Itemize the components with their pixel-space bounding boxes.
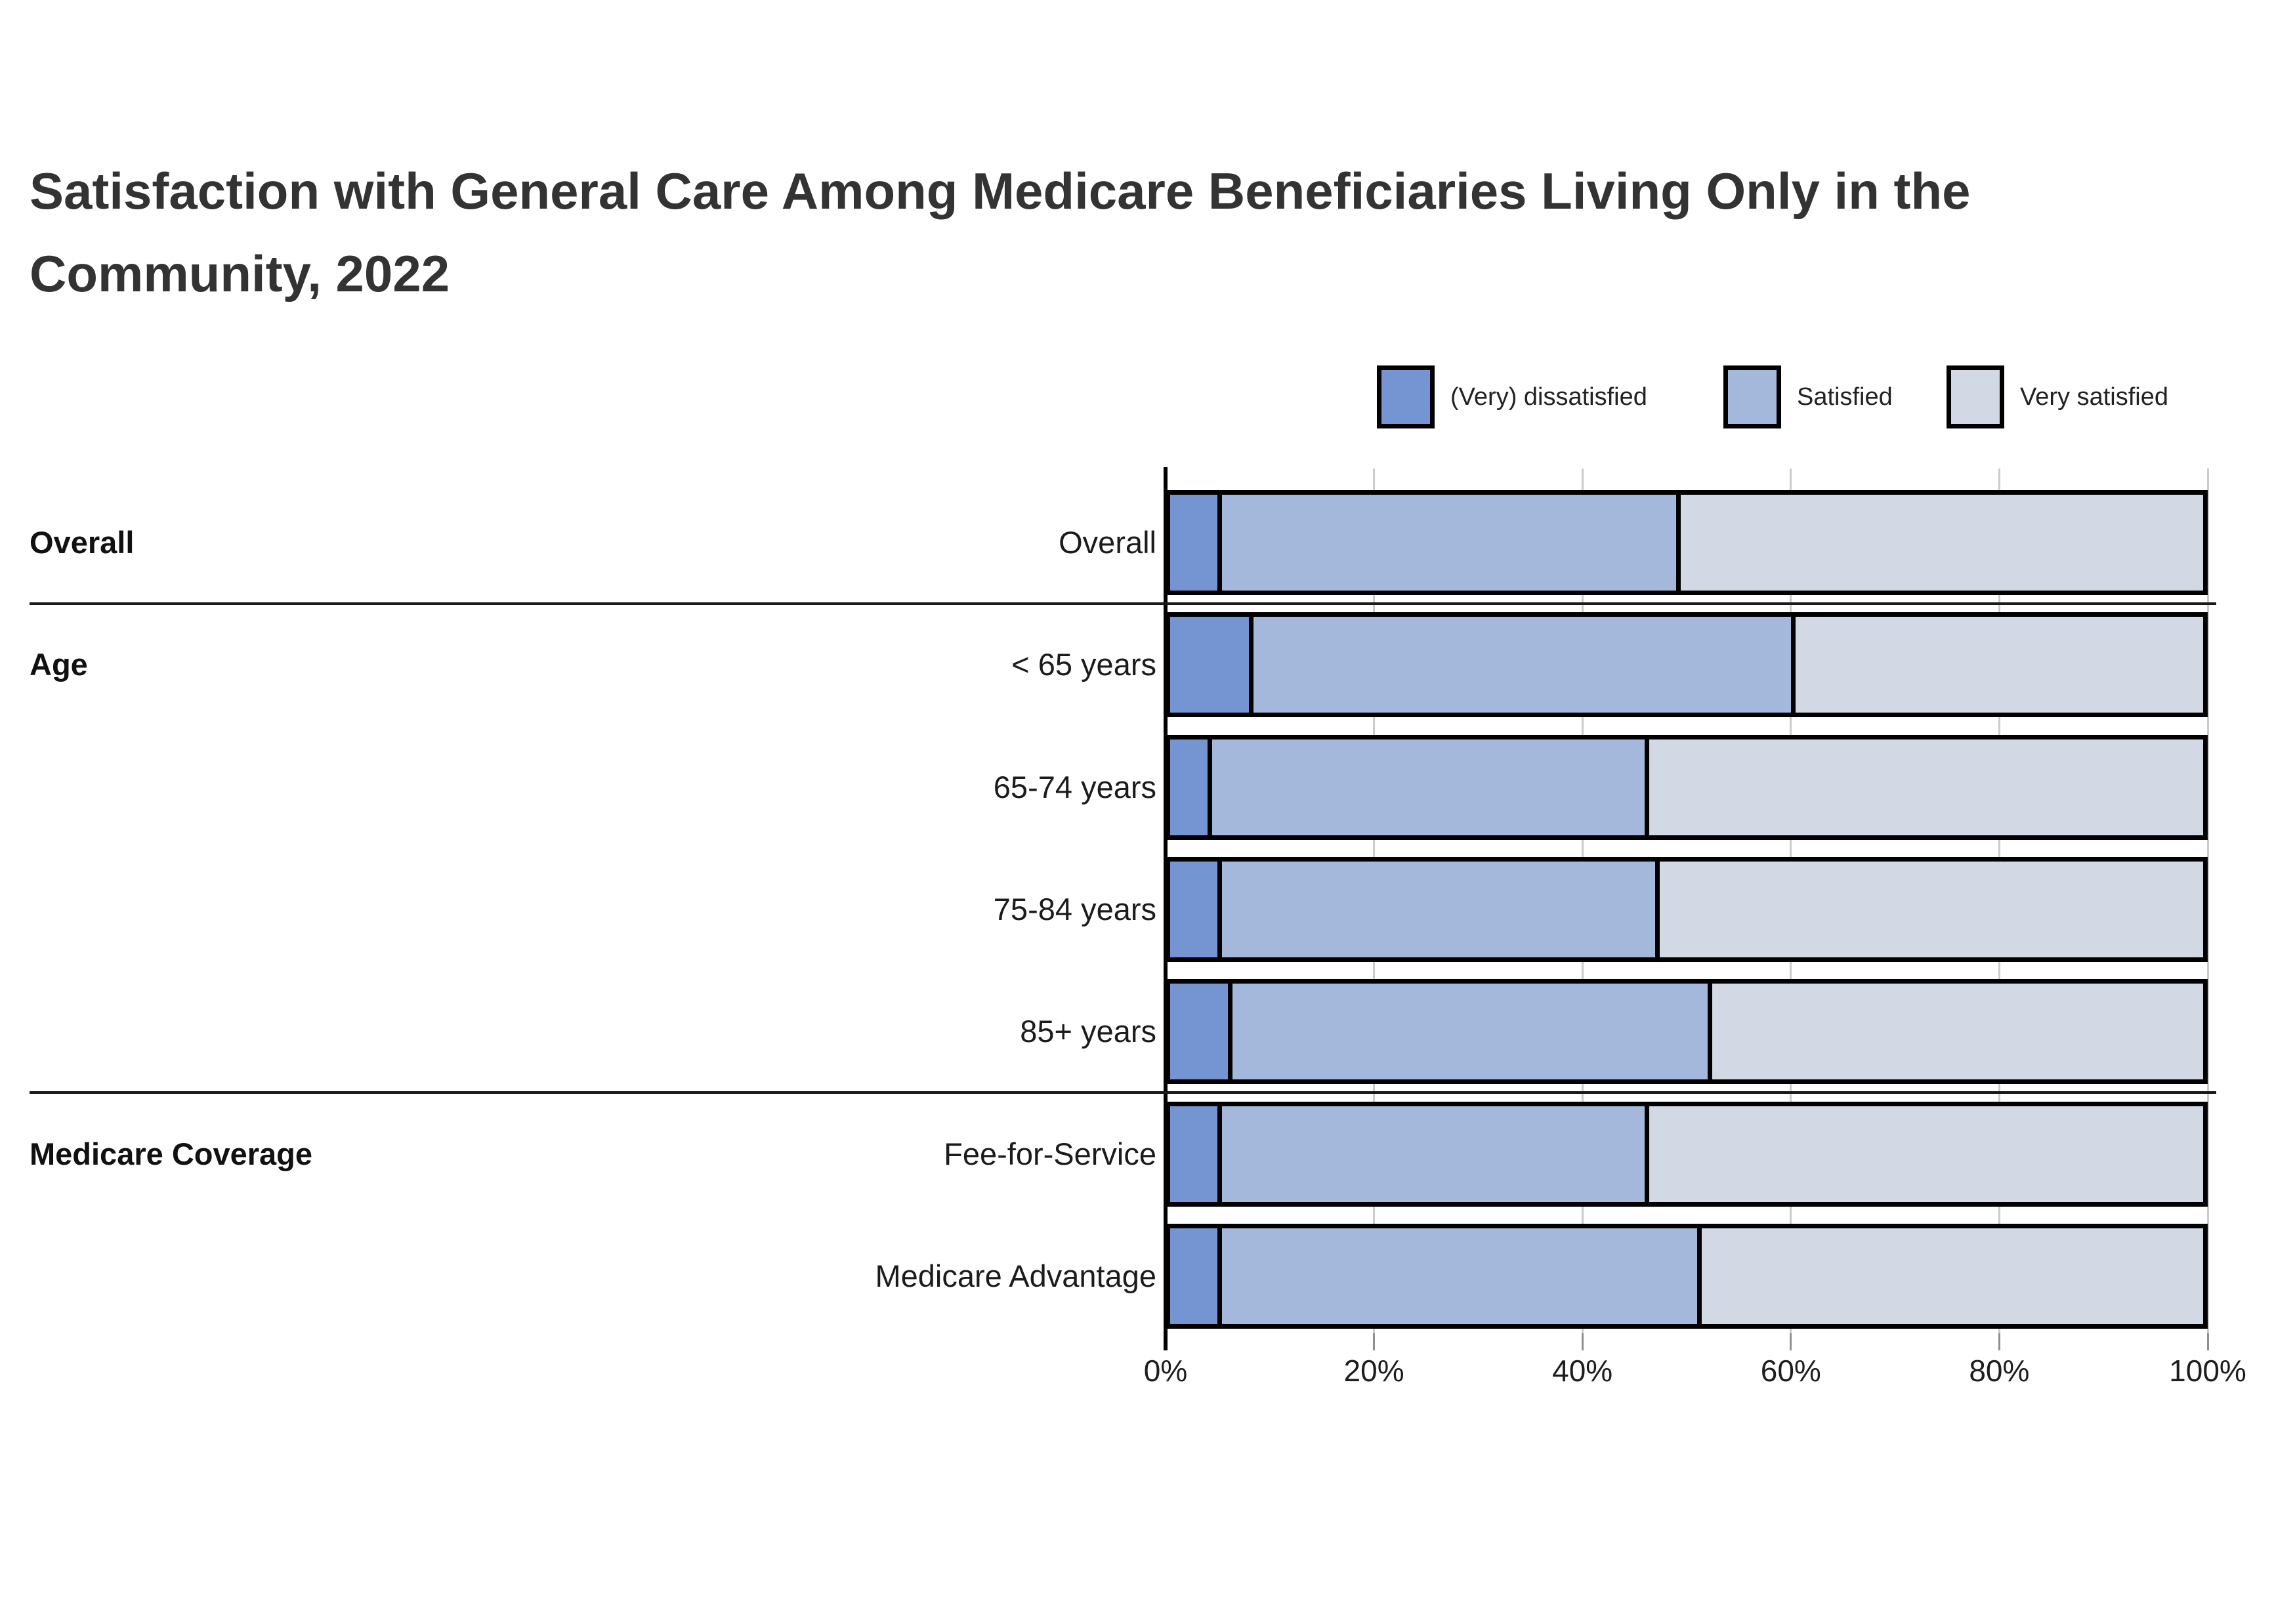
row-label-1: Overall (1059, 525, 1156, 560)
bar-segment (1207, 735, 1645, 840)
bar-segment (1166, 490, 1218, 595)
chart-title-line-1: Satisfaction with General Care Among Med… (30, 162, 1971, 220)
bar-row (1166, 857, 2208, 962)
chart-title-line-2: Community, 2022 (30, 245, 450, 302)
bar-segment (1166, 612, 1250, 717)
bar-row (1166, 612, 2208, 717)
bar-segment (1645, 1102, 2208, 1207)
axis-tick-20 (1373, 1333, 1376, 1350)
bar-segment (1166, 1102, 1218, 1207)
row-label-3: 65-74 years (993, 770, 1156, 804)
legend-item-3: Very satisfied (1947, 365, 2168, 428)
bar-segment (1166, 1224, 1218, 1329)
bar-segment (1217, 490, 1677, 595)
group-label-2: Age (30, 647, 88, 682)
axis-tick-label: 20% (1343, 1354, 1404, 1388)
bar-segment (1217, 1224, 1697, 1329)
legend-item-2: Satisfied (1723, 365, 1893, 428)
bar-segment (1655, 857, 2208, 962)
bar-segment (1707, 979, 2208, 1084)
axis-tick-100 (2206, 1333, 2209, 1350)
bar-segment (1217, 1102, 1645, 1207)
bar-segment (1166, 979, 1229, 1084)
group-label-3: Medicare Coverage (30, 1136, 313, 1171)
legend-swatch-icon (1377, 365, 1435, 428)
bar-segment (1166, 857, 1218, 962)
bar-row (1166, 1102, 2208, 1207)
legend-item-label: Very satisfied (2020, 383, 2168, 411)
bar-row (1166, 735, 2208, 840)
chart-title: Satisfaction with General Care Among Med… (30, 150, 1971, 315)
bar-segment (1249, 612, 1791, 717)
bar-row (1166, 1224, 2208, 1329)
axis-tick-label: 60% (1760, 1354, 1821, 1388)
bar-segment (1217, 857, 1656, 962)
axis-tick-label: 100% (2169, 1354, 2246, 1388)
row-label-6: Fee-for-Service (944, 1136, 1156, 1171)
axis-tick-label: 40% (1552, 1354, 1613, 1388)
axis-tick-label: 0% (1143, 1354, 1188, 1388)
bar-segment (1696, 1224, 2208, 1329)
bar-segment (1676, 490, 2208, 595)
row-label-4: 75-84 years (993, 892, 1156, 927)
bar-row (1166, 979, 2208, 1084)
legend-item-1: (Very) dissatisfied (1377, 365, 1647, 428)
group-label-1: Overall (30, 525, 135, 560)
bar-row (1166, 490, 2208, 595)
bar-segment (1645, 735, 2208, 840)
legend-item-label: (Very) dissatisfied (1450, 383, 1647, 411)
legend-swatch-icon (1723, 365, 1781, 428)
legend-item-label: Satisfied (1797, 383, 1893, 411)
section-divider (30, 602, 2216, 605)
row-label-2: < 65 years (1011, 647, 1156, 682)
gridline-100 (2206, 468, 2209, 1333)
bar-segment (1790, 612, 2208, 717)
axis-tick-80 (1998, 1333, 2000, 1350)
row-label-7: Medicare Advantage (875, 1259, 1156, 1293)
row-label-5: 85+ years (1020, 1014, 1156, 1049)
section-divider (30, 1091, 2216, 1094)
bar-segment (1228, 979, 1708, 1084)
bar-segment (1166, 735, 1208, 840)
axis-tick-label: 80% (1969, 1354, 2030, 1388)
axis-tick-60 (1790, 1333, 1792, 1350)
legend-swatch-icon (1947, 365, 2004, 428)
axis-tick-40 (1581, 1333, 1584, 1350)
